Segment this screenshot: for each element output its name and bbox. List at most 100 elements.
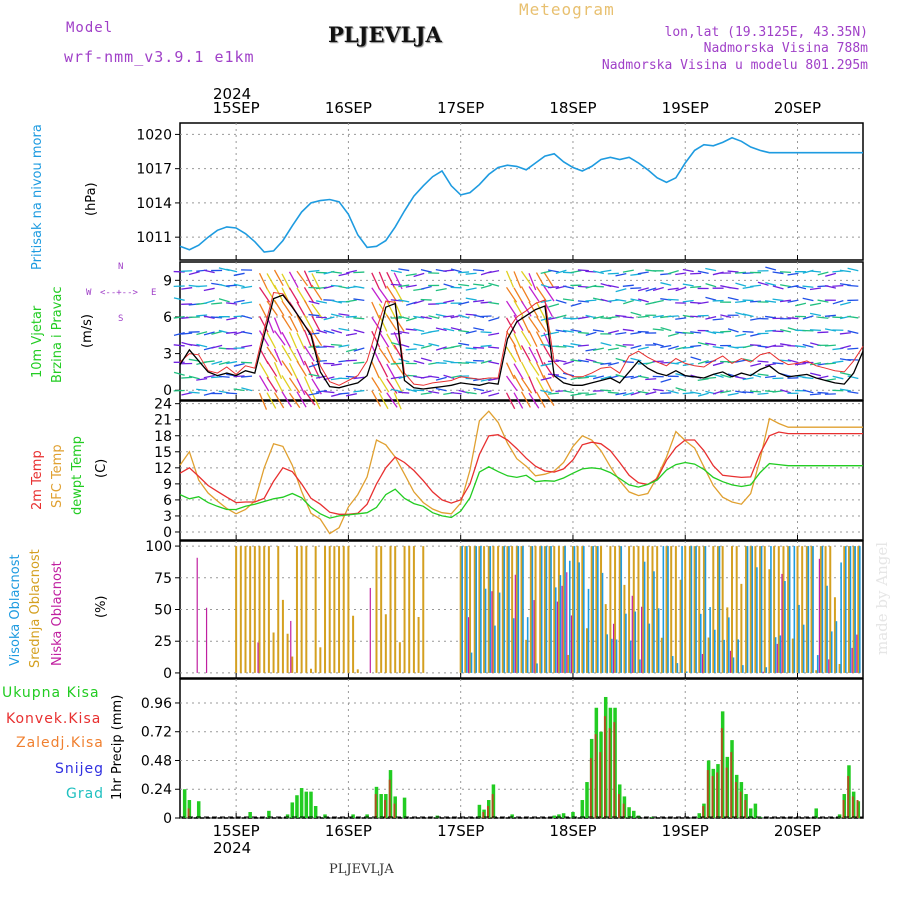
- precip-conv-bar: [613, 722, 615, 818]
- wind-arrow: [481, 316, 492, 317]
- wind-arrow: [683, 393, 694, 394]
- cloud-title-low: Niska Oblacnost: [50, 561, 65, 666]
- legend-snow: Snijeg: [55, 761, 104, 777]
- wind-arrow: [346, 360, 357, 361]
- wind-arrow: [548, 287, 559, 288]
- precip-conv-bar: [735, 782, 737, 818]
- wind-arrow: [758, 361, 769, 362]
- pressure-frame: [180, 123, 863, 260]
- wind-arrow: [189, 392, 200, 393]
- temp-ytick-label: 21: [154, 413, 172, 429]
- temp-ytick-label: 9: [163, 477, 172, 493]
- temp-ytick-label: 12: [154, 461, 172, 477]
- temp-ytick-label: 15: [154, 445, 172, 461]
- compass-w: W: [86, 288, 91, 298]
- lonlat-label: lon,lat (19.3125E, 43.35N): [665, 25, 869, 40]
- wind-arrow: [600, 390, 611, 391]
- bottom-year-label: 2024: [213, 839, 251, 857]
- pressure-ytick-label: 1011: [136, 230, 172, 246]
- wind-arrow: [181, 271, 192, 272]
- wind-arrow: [436, 363, 447, 364]
- legend-total: Ukupna Kisa: [2, 685, 100, 701]
- wind-arrow: [750, 391, 761, 392]
- temp-unit: (C): [94, 459, 109, 478]
- compass-rose: W E N S <--+-->: [86, 264, 160, 324]
- wind-arrow: [226, 285, 237, 286]
- compass-n: N: [118, 262, 123, 272]
- wind-arrow: [481, 332, 492, 333]
- precip-total-bar: [305, 792, 309, 818]
- wind-arrow: [436, 303, 447, 304]
- cloud-ytick-label: 50: [154, 603, 172, 619]
- legend-conv: Konvek.Kisa: [6, 711, 101, 727]
- temp-ytick-label: 6: [163, 493, 172, 509]
- wind-arrow: [720, 331, 731, 332]
- legend-strat: Zaledj.Kisa: [16, 735, 104, 751]
- precip-conv-bar: [384, 800, 386, 818]
- precip-conv-bar: [843, 800, 845, 818]
- wind-title-1: 10m Vjetar: [30, 306, 45, 378]
- top-day-label: 19SEP: [662, 99, 709, 117]
- precip-ytick-label: 0.72: [141, 725, 172, 741]
- wind-arrow: [391, 284, 402, 285]
- wind-arrow: [787, 318, 798, 319]
- precip-total-bar: [309, 792, 313, 818]
- precip-total-bar: [585, 782, 589, 818]
- wind-title-2: Brzina i Pravac: [50, 286, 65, 383]
- precip-conv-bar: [618, 794, 620, 818]
- precip-total-bar: [300, 788, 304, 818]
- pressure-title: Pritisak na nivou mora: [30, 124, 45, 270]
- precip-conv-bar: [857, 800, 859, 818]
- model-label: Model: [66, 20, 113, 36]
- wind-arrow: [817, 392, 828, 393]
- precip-conv-bar: [707, 770, 709, 818]
- wind-arrow: [331, 344, 342, 345]
- elevation-label: Nadmorska Visina 788m: [704, 41, 868, 56]
- top-year-label: 2024: [213, 85, 251, 103]
- wind-ytick-label: 6: [163, 310, 172, 326]
- precip-conv-bar: [740, 792, 742, 818]
- temp-title-sfc: SFC Temp: [50, 444, 65, 508]
- wind-arrow: [181, 377, 192, 378]
- precip-conv-bar: [721, 728, 723, 818]
- precip-total-bar: [627, 807, 631, 818]
- precip-total-bar: [754, 804, 758, 818]
- wind-arrow: [660, 393, 671, 394]
- compass-cross: <--+-->: [100, 288, 138, 298]
- precip-total-bar: [295, 795, 299, 818]
- wind-arrow: [847, 285, 858, 286]
- wind-arrow: [585, 300, 596, 301]
- precip-total-bar: [291, 802, 295, 818]
- precip-conv-bar: [623, 804, 625, 818]
- bottom-day-label: 15SEP: [213, 822, 260, 840]
- precip-total-bar: [478, 805, 482, 818]
- wind-arrow: [413, 390, 424, 391]
- precip-conv-bar: [482, 812, 484, 818]
- wind-arrow: [241, 362, 252, 363]
- wind-arrow: [623, 362, 634, 363]
- wind-arrow: [353, 272, 364, 273]
- bottom-day-label: 19SEP: [662, 822, 709, 840]
- wind-arrow: [832, 317, 843, 318]
- top-day-label: 17SEP: [437, 99, 484, 117]
- cloud-ytick-label: 75: [154, 571, 172, 587]
- wind-arrow: [353, 318, 364, 319]
- wind-arrow: [593, 286, 604, 287]
- wind-arrow: [578, 270, 589, 271]
- wind-arrow: [847, 348, 858, 349]
- precip-conv-bar: [716, 772, 718, 818]
- wind-arrow: [668, 299, 679, 300]
- cloud-ytick-label: 25: [154, 634, 172, 650]
- wind-arrow: [196, 286, 207, 287]
- wind-arrow: [743, 331, 754, 332]
- precip-total-bar: [403, 798, 407, 818]
- bottom-day-label: 18SEP: [549, 822, 596, 840]
- precip-conv-bar: [595, 734, 597, 818]
- pressure-ytick-label: 1014: [136, 196, 172, 212]
- wind-arrow: [458, 272, 469, 273]
- precip-ytick-label: 0: [163, 811, 172, 827]
- temp-title-t2m: 2m Temp: [30, 450, 45, 510]
- wind-arrow: [780, 272, 791, 273]
- wind-arrow: [817, 332, 828, 333]
- cloud-title-high: Visoka Oblacnost: [8, 554, 23, 666]
